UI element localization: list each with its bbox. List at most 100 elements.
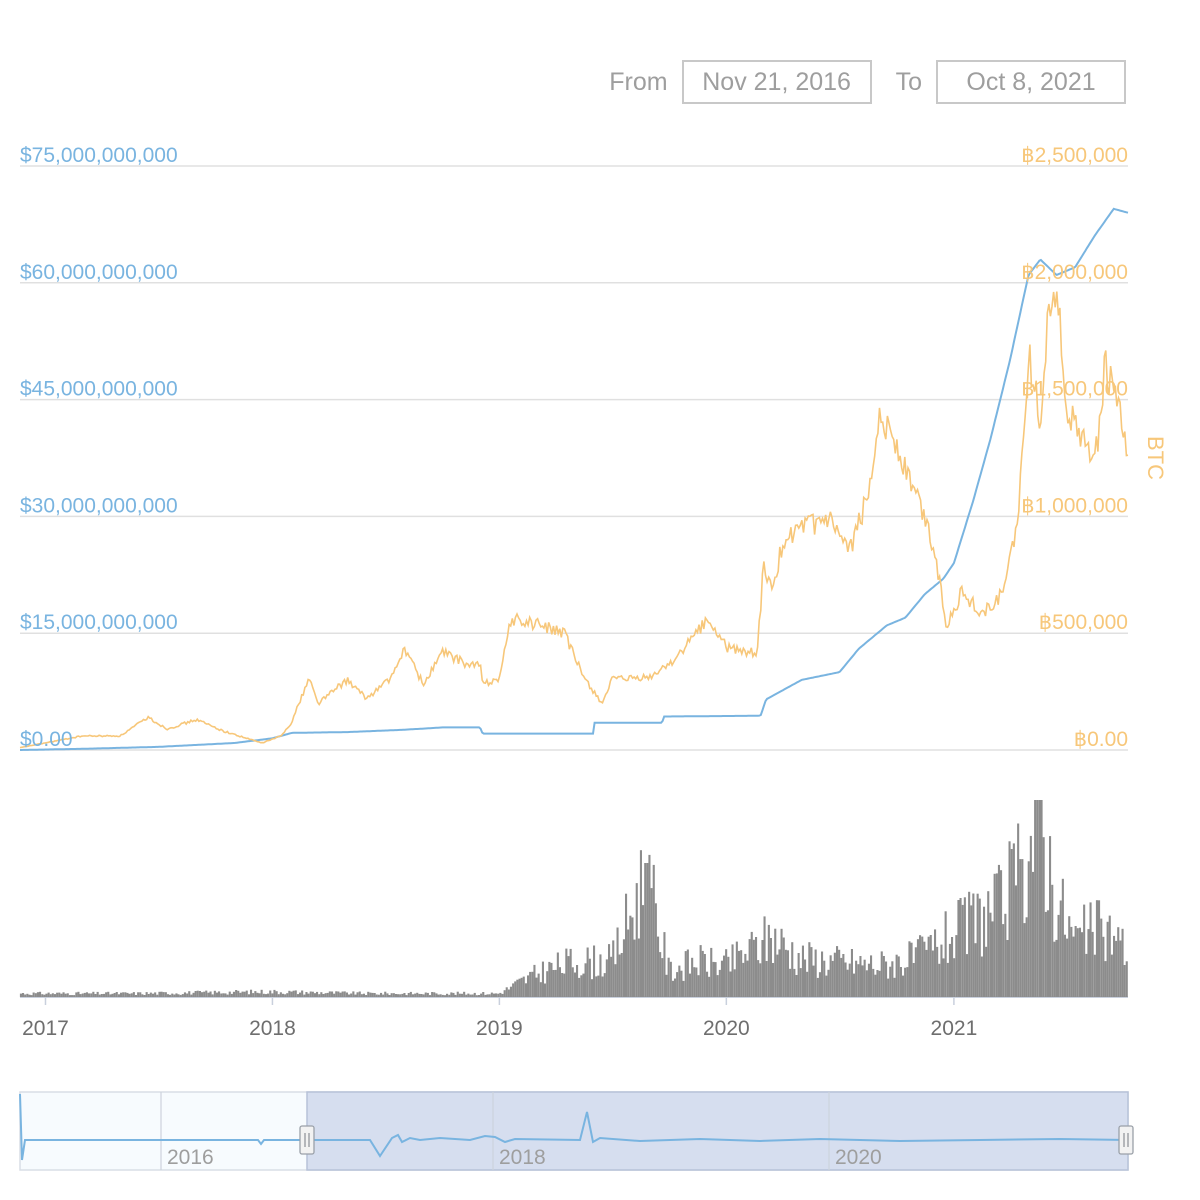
volume-bar bbox=[761, 940, 764, 997]
volume-bar bbox=[737, 950, 740, 997]
volume-bar bbox=[806, 971, 809, 997]
volume-bar bbox=[995, 873, 998, 997]
volume-bar bbox=[124, 992, 127, 997]
volume-bar bbox=[599, 954, 602, 997]
volume-bar bbox=[279, 992, 282, 997]
volume-bar bbox=[674, 978, 677, 997]
volume-bar bbox=[789, 968, 792, 997]
volume-bar bbox=[66, 993, 69, 997]
volume-bar bbox=[443, 995, 446, 997]
volume-bar bbox=[759, 963, 762, 997]
volume-bar bbox=[1070, 926, 1073, 997]
volume-bar bbox=[934, 929, 937, 997]
volume-bar bbox=[573, 972, 576, 997]
volume-bar bbox=[269, 990, 272, 997]
volume-bar bbox=[701, 950, 704, 997]
volume-bar bbox=[213, 990, 216, 997]
volume-bar bbox=[47, 992, 50, 997]
volume-bar bbox=[516, 979, 519, 997]
volume-bar bbox=[1002, 924, 1005, 997]
volume-bar bbox=[680, 970, 683, 997]
volume-bar bbox=[925, 949, 928, 997]
volume-bar bbox=[631, 917, 634, 997]
volume-bar bbox=[891, 961, 894, 997]
volume-bar bbox=[335, 991, 338, 997]
volume-bar bbox=[840, 957, 843, 997]
volume-bar bbox=[416, 992, 419, 997]
volume-bar bbox=[618, 954, 621, 997]
volume-bar bbox=[1081, 932, 1084, 997]
volume-bar bbox=[222, 993, 225, 997]
volume-bar bbox=[1017, 823, 1020, 997]
volume-bar bbox=[733, 969, 736, 997]
volume-bar bbox=[748, 939, 751, 997]
volume-bar bbox=[275, 991, 278, 997]
volume-bar bbox=[763, 916, 766, 997]
volume-bar bbox=[520, 977, 523, 997]
volume-bar bbox=[30, 995, 33, 997]
navigator-right-handle[interactable] bbox=[1118, 1125, 1134, 1155]
volume-bar bbox=[769, 938, 772, 997]
volume-bar bbox=[505, 987, 508, 997]
volume-bar bbox=[1119, 940, 1122, 997]
volume-bar bbox=[1059, 900, 1062, 997]
volume-bar bbox=[831, 960, 834, 997]
volume-bar bbox=[772, 963, 775, 997]
volume-bar bbox=[742, 962, 745, 997]
volume-bar bbox=[669, 961, 672, 997]
to-date-input[interactable]: Oct 8, 2021 bbox=[936, 60, 1126, 104]
volume-bar bbox=[676, 972, 679, 997]
volume-bar bbox=[1106, 921, 1109, 997]
from-date-input[interactable]: Nov 21, 2016 bbox=[681, 60, 872, 104]
volume-bar bbox=[313, 993, 316, 997]
volume-bar bbox=[441, 994, 444, 997]
volume-bar bbox=[880, 951, 883, 997]
volume-bar bbox=[307, 993, 310, 997]
volume-bar bbox=[339, 992, 342, 997]
grid-lines bbox=[20, 165, 1128, 998]
volume-bar bbox=[24, 994, 27, 997]
volume-bar bbox=[1076, 928, 1079, 997]
volume-bar bbox=[767, 924, 770, 997]
volume-bar bbox=[467, 993, 470, 997]
volume-bar bbox=[158, 991, 161, 997]
volume-bar bbox=[808, 942, 811, 997]
volume-bar bbox=[620, 953, 623, 997]
volume-bar bbox=[26, 993, 29, 997]
volume-bar bbox=[919, 935, 922, 997]
volume-bar bbox=[122, 992, 125, 997]
volume-bar bbox=[215, 992, 218, 997]
navigator[interactable]: 2016 2018 2020 bbox=[19, 1091, 1134, 1171]
volume-bar bbox=[403, 993, 406, 997]
volume-bar bbox=[916, 939, 919, 997]
volume-bar bbox=[576, 965, 579, 997]
volume-bar bbox=[1083, 904, 1086, 997]
navigator-left-handle[interactable] bbox=[299, 1125, 315, 1155]
volume-bar bbox=[953, 958, 956, 997]
volume-bar bbox=[654, 903, 657, 997]
volume-bar bbox=[322, 994, 325, 997]
volume-bar bbox=[629, 915, 632, 997]
volume-bar bbox=[797, 953, 800, 997]
volume-bar bbox=[744, 953, 747, 997]
volume-bar bbox=[1115, 940, 1118, 997]
volume-bar bbox=[224, 993, 227, 997]
volume-bar bbox=[88, 993, 91, 997]
volume-bar bbox=[262, 993, 265, 997]
volume-bar bbox=[865, 970, 868, 997]
navigator-selection[interactable] bbox=[306, 1091, 1129, 1171]
volume-bar bbox=[910, 942, 913, 997]
volume-bar bbox=[657, 936, 660, 997]
volume-bar bbox=[987, 891, 990, 997]
volume-bar bbox=[100, 994, 103, 997]
volume-bar bbox=[718, 969, 721, 997]
btc-series-line bbox=[19, 291, 1129, 749]
volume-bar bbox=[426, 992, 429, 997]
volume-bar bbox=[878, 970, 881, 997]
volume-bar bbox=[77, 991, 80, 997]
volume-bar bbox=[277, 994, 280, 997]
volume-bar bbox=[1053, 941, 1056, 997]
volume-bar bbox=[473, 992, 476, 997]
volume-bar bbox=[446, 993, 449, 997]
volume-bar bbox=[220, 993, 223, 997]
